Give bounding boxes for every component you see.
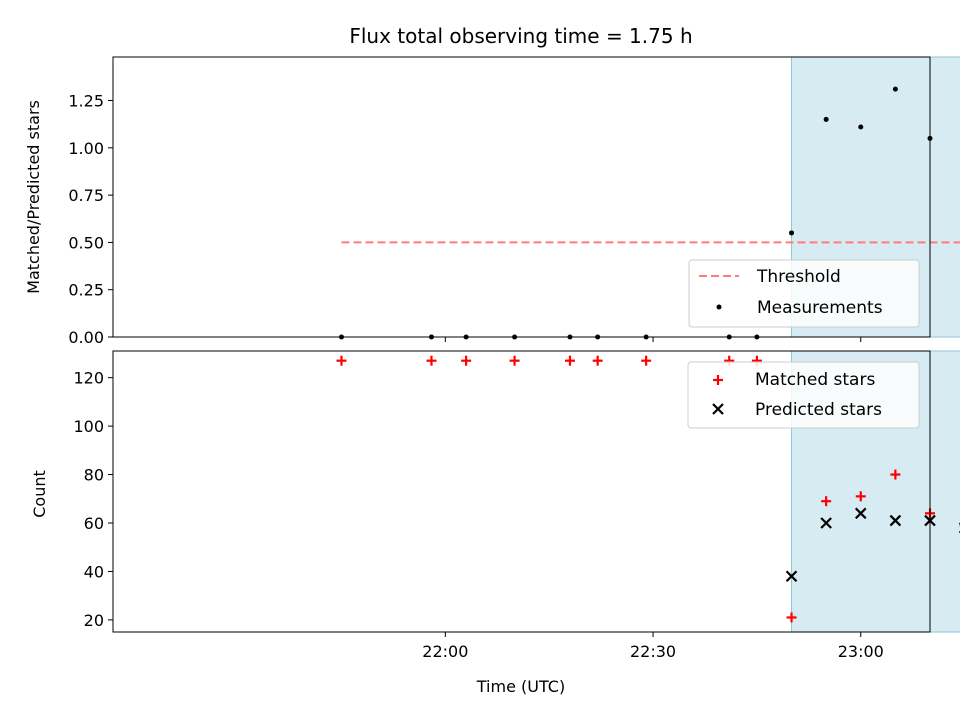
top-axes-frame: [112, 56, 931, 338]
top-ytick-label: 0.50: [68, 233, 104, 252]
top-ytick-label: 0.75: [68, 186, 104, 205]
matched-point: [564, 355, 575, 366]
top-chart-title: Flux total observing time = 1.75 h: [349, 24, 692, 48]
matched-point: [821, 496, 832, 507]
matched-point: [890, 469, 901, 480]
bottom-axes-frame: [112, 350, 931, 633]
legend-measurements-swatch: [716, 304, 722, 310]
legend-threshold-label: Threshold: [756, 267, 841, 287]
bottom-y-axis-label: Count: [30, 470, 49, 518]
x-tick-label: 22:00: [422, 642, 468, 661]
matched-point: [786, 612, 797, 623]
bottom-ytick-label: 60: [84, 514, 104, 533]
top-ytick-label: 0.00: [68, 328, 104, 347]
top-ytick-label: 0.25: [68, 281, 104, 300]
bottom-ytick-label: 80: [84, 466, 104, 485]
bottom-ytick-label: 40: [84, 562, 104, 581]
matched-point: [855, 491, 866, 502]
matched-point: [592, 355, 603, 366]
top-ytick-label: 1.00: [68, 139, 104, 158]
matched-point: [426, 355, 437, 366]
bottom-ytick-label: 120: [73, 369, 104, 388]
legend-predicted-swatch: [712, 403, 724, 415]
legend-predicted-label: Predicted stars: [755, 400, 882, 420]
predicted-point: [889, 514, 902, 527]
bottom-legend: Matched stars Predicted stars: [687, 361, 920, 429]
matched-point: [336, 355, 347, 366]
measurement-point: [789, 230, 795, 236]
matched-point: [641, 355, 652, 366]
top-ytick-label: 1.25: [68, 92, 104, 111]
predicted-point: [820, 517, 832, 529]
x-tick-label: 22:30: [630, 642, 676, 661]
x-axis-label: Time (UTC): [476, 677, 565, 696]
bottom-ytick-label: 20: [84, 611, 104, 630]
top-panel: 0.00 0.25 0.50 0.75 1.00 1.25 Flux total obse…: [24, 24, 960, 347]
predicted-point: [785, 570, 798, 583]
legend-measurements-label: Measurements: [757, 298, 883, 318]
legend-matched-swatch: [713, 375, 723, 385]
top-y-axis-label: Matched/Predicted stars: [24, 100, 43, 294]
measurement-point: [858, 124, 864, 130]
legend-matched-label: Matched stars: [755, 370, 875, 390]
bottom-panel: 2040608010012022:0022:3023:0023:3000:000…: [30, 350, 960, 696]
x-tick-label: 23:00: [838, 642, 884, 661]
predicted-point: [854, 507, 867, 520]
bottom-ytick-label: 100: [73, 417, 104, 436]
top-legend: Threshold Measurements: [688, 259, 920, 328]
measurement-point: [892, 86, 898, 92]
measurement-point: [823, 116, 829, 122]
matched-point: [509, 355, 520, 366]
matched-point: [461, 355, 472, 366]
